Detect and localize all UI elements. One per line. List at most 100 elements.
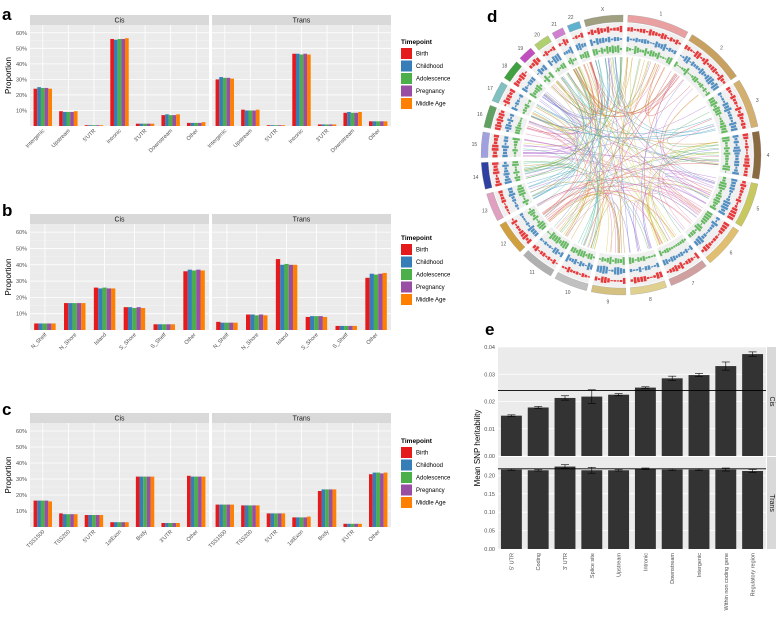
x-tick-label: N_Shore	[241, 332, 261, 352]
histogram-bin	[639, 257, 643, 261]
histogram-bin	[721, 224, 728, 230]
histogram-bin	[604, 266, 609, 274]
facet-title: Cis	[114, 416, 125, 423]
histogram-bin	[630, 279, 634, 282]
histogram-bin	[633, 28, 637, 31]
histogram-bin	[654, 41, 659, 48]
histogram-bin	[682, 262, 686, 266]
histogram-bin	[504, 126, 512, 130]
bar-middle-age	[111, 288, 116, 330]
histogram-bin	[721, 97, 725, 101]
bar-childhood	[295, 53, 300, 126]
histogram-bin	[525, 237, 530, 242]
histogram-bin	[580, 43, 585, 48]
histogram-bin	[662, 43, 667, 52]
histogram-bin	[525, 221, 530, 226]
histogram-bin	[712, 200, 719, 206]
chromosome-ideogram	[668, 260, 707, 286]
y-axis-label: Proportion	[4, 457, 13, 494]
histogram-bin	[725, 160, 729, 163]
y-tick-label: 0.20	[484, 473, 495, 479]
link-arc	[542, 64, 597, 215]
histogram-bin	[520, 231, 527, 238]
y-tick-label: 30%	[16, 477, 27, 483]
chromosome-ideogram	[627, 15, 689, 39]
histogram-bin	[594, 276, 598, 281]
bar-middle-age	[140, 307, 146, 330]
bar-childhood	[270, 125, 275, 126]
histogram-bin	[505, 97, 511, 102]
y-tick-label: 60%	[16, 230, 27, 236]
histogram-bin	[515, 128, 521, 132]
histogram-bin	[636, 28, 640, 32]
histogram-bin	[532, 230, 538, 235]
bar	[634, 387, 656, 456]
histogram-bin	[734, 137, 738, 141]
bar-adolescence	[102, 287, 107, 330]
histogram-bin	[701, 57, 706, 62]
histogram-bin	[605, 46, 609, 54]
histogram-bin	[537, 249, 541, 252]
bar-birth	[266, 125, 271, 126]
histogram-bin	[719, 119, 724, 123]
histogram-bin	[555, 69, 558, 73]
histogram-bin	[698, 68, 705, 75]
histogram-bin	[511, 195, 515, 200]
x-tick-label: Body	[317, 529, 330, 542]
bar-pregnancy	[172, 115, 177, 126]
histogram-bin	[581, 262, 585, 267]
histogram-bin	[551, 60, 554, 63]
histogram-bin	[710, 81, 715, 86]
bar-adolescence	[143, 123, 147, 126]
histogram-bin	[702, 245, 708, 252]
histogram-bin	[658, 250, 663, 257]
x-tick-label: Intronic	[106, 128, 123, 145]
histogram-bin	[695, 238, 702, 245]
bar-birth	[110, 38, 114, 126]
histogram-bin	[515, 173, 518, 177]
histogram-bin	[583, 42, 587, 47]
histogram-bin	[745, 139, 748, 143]
histogram-bin	[654, 32, 659, 37]
link-arc	[544, 63, 657, 217]
histogram-bin	[491, 147, 499, 151]
histogram-bin	[665, 247, 670, 253]
histogram-bin	[629, 268, 633, 273]
histogram-bin	[719, 189, 723, 193]
chromosome-ideogram	[705, 226, 740, 264]
histogram-bin	[503, 172, 510, 176]
bar-middle-age	[201, 476, 206, 527]
histogram-bin	[670, 246, 674, 250]
histogram-bin	[566, 266, 571, 273]
x-tick-label: S_Shore	[118, 332, 137, 351]
histogram-bin	[666, 270, 670, 274]
link-arc	[577, 66, 603, 248]
histogram-bin	[551, 247, 554, 250]
histogram-bin	[712, 85, 720, 92]
histogram-bin	[715, 193, 722, 198]
histogram-bin	[687, 72, 690, 75]
histogram-bin	[627, 27, 630, 32]
link-arc	[537, 182, 700, 215]
link-arc	[532, 60, 602, 199]
bar-adolescence	[254, 315, 259, 330]
histogram-bin	[654, 52, 658, 57]
bar	[608, 394, 630, 456]
histogram-bin	[644, 265, 648, 271]
histogram-bin	[659, 55, 663, 58]
legend-label: Adolescence	[416, 476, 451, 482]
bar-childhood	[190, 122, 195, 126]
x-tick-label: Intronic	[643, 553, 649, 571]
histogram-bin	[585, 253, 588, 257]
bar-birth	[93, 287, 99, 330]
histogram-bin	[512, 137, 520, 141]
link-arc	[594, 60, 716, 136]
histogram-bin	[722, 139, 730, 143]
histogram-bin	[540, 67, 545, 72]
histogram-bin	[716, 74, 724, 81]
histogram-bin	[597, 277, 601, 281]
histogram-bin	[559, 240, 565, 247]
histogram-bin	[512, 149, 518, 152]
link-arc	[555, 73, 676, 117]
chromosome-label: 17	[487, 86, 493, 92]
